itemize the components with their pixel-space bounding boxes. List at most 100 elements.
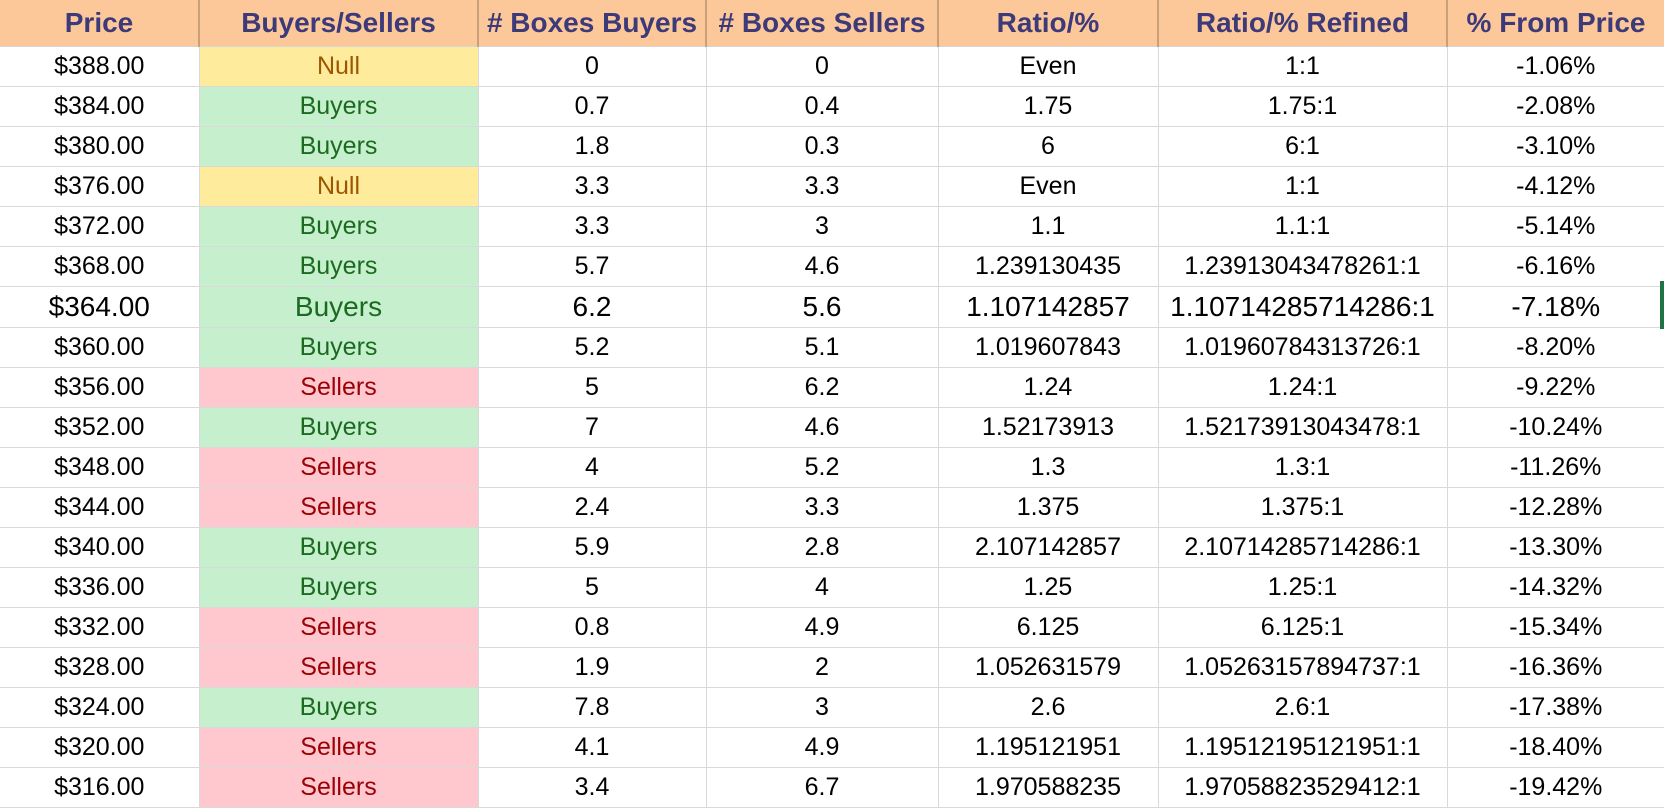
boxes-buyers-cell[interactable]: 5.9: [478, 527, 707, 568]
boxes-buyers-cell[interactable]: 4.1: [478, 727, 707, 768]
boxes-buyers-cell[interactable]: 3.3: [478, 166, 707, 207]
from-price-cell[interactable]: -1.06%: [1447, 46, 1664, 87]
ratio-refined-cell[interactable]: 6.125:1: [1158, 607, 1448, 648]
boxes-buyers-cell[interactable]: 5.2: [478, 327, 707, 368]
boxes-sellers-cell[interactable]: 0.3: [706, 126, 939, 167]
ratio-refined-cell[interactable]: 1.10714285714286:1: [1158, 286, 1448, 328]
boxes-buyers-cell[interactable]: 5: [478, 367, 707, 408]
from-price-cell[interactable]: -16.36%: [1447, 647, 1664, 688]
boxes-sellers-cell[interactable]: 2: [706, 647, 939, 688]
side-cell[interactable]: Buyers: [199, 567, 479, 608]
from-price-cell[interactable]: -17.38%: [1447, 687, 1664, 728]
ratio-refined-cell[interactable]: 2.6:1: [1158, 687, 1448, 728]
boxes-buyers-cell[interactable]: 0.7: [478, 86, 707, 127]
from-price-cell[interactable]: -9.22%: [1447, 367, 1664, 408]
side-cell[interactable]: Sellers: [199, 367, 479, 408]
ratio-refined-cell[interactable]: 1:1: [1158, 46, 1448, 87]
price-cell[interactable]: $336.00: [0, 567, 200, 608]
boxes-buyers-cell[interactable]: 5.7: [478, 246, 707, 287]
ratio-cell[interactable]: 1.970588235: [938, 767, 1159, 808]
boxes-sellers-cell[interactable]: 5.2: [706, 447, 939, 488]
from-price-cell[interactable]: -2.08%: [1447, 86, 1664, 127]
ratio-refined-cell[interactable]: 1.3:1: [1158, 447, 1448, 488]
side-cell[interactable]: Buyers: [199, 86, 479, 127]
side-cell[interactable]: Buyers: [199, 246, 479, 287]
side-cell[interactable]: Buyers: [199, 286, 479, 328]
price-cell[interactable]: $328.00: [0, 647, 200, 688]
price-cell[interactable]: $372.00: [0, 206, 200, 247]
ratio-refined-cell[interactable]: 1.19512195121951:1: [1158, 727, 1448, 768]
price-cell[interactable]: $352.00: [0, 407, 200, 448]
side-cell[interactable]: Null: [199, 46, 479, 87]
boxes-sellers-cell[interactable]: 3.3: [706, 487, 939, 528]
header-price[interactable]: Price: [0, 0, 200, 47]
ratio-cell[interactable]: 1.107142857: [938, 286, 1159, 328]
ratio-cell[interactable]: 1.52173913: [938, 407, 1159, 448]
boxes-sellers-cell[interactable]: 4.6: [706, 246, 939, 287]
ratio-cell[interactable]: 2.6: [938, 687, 1159, 728]
boxes-buyers-cell[interactable]: 7.8: [478, 687, 707, 728]
ratio-cell[interactable]: 1.375: [938, 487, 1159, 528]
boxes-buyers-cell[interactable]: 2.4: [478, 487, 707, 528]
boxes-buyers-cell[interactable]: 1.9: [478, 647, 707, 688]
ratio-refined-cell[interactable]: 1.24:1: [1158, 367, 1448, 408]
from-price-cell[interactable]: -10.24%: [1447, 407, 1664, 448]
from-price-cell[interactable]: -3.10%: [1447, 126, 1664, 167]
side-cell[interactable]: Sellers: [199, 607, 479, 648]
boxes-sellers-cell[interactable]: 4.6: [706, 407, 939, 448]
ratio-refined-cell[interactable]: 1:1: [1158, 166, 1448, 207]
from-price-cell[interactable]: -12.28%: [1447, 487, 1664, 528]
boxes-buyers-cell[interactable]: 5: [478, 567, 707, 608]
ratio-cell[interactable]: 1.25: [938, 567, 1159, 608]
boxes-sellers-cell[interactable]: 0: [706, 46, 939, 87]
side-cell[interactable]: Sellers: [199, 487, 479, 528]
side-cell[interactable]: Buyers: [199, 206, 479, 247]
header-ratio[interactable]: Ratio/%: [938, 0, 1159, 47]
price-cell[interactable]: $360.00: [0, 327, 200, 368]
boxes-buyers-cell[interactable]: 1.8: [478, 126, 707, 167]
ratio-refined-cell[interactable]: 1.375:1: [1158, 487, 1448, 528]
ratio-cell[interactable]: 6: [938, 126, 1159, 167]
from-price-cell[interactable]: -15.34%: [1447, 607, 1664, 648]
price-cell[interactable]: $380.00: [0, 126, 200, 167]
ratio-cell[interactable]: 2.107142857: [938, 527, 1159, 568]
from-price-cell[interactable]: -13.30%: [1447, 527, 1664, 568]
from-price-cell[interactable]: -19.42%: [1447, 767, 1664, 808]
boxes-sellers-cell[interactable]: 6.7: [706, 767, 939, 808]
ratio-cell[interactable]: 1.195121951: [938, 727, 1159, 768]
ratio-refined-cell[interactable]: 6:1: [1158, 126, 1448, 167]
header-boxes-sellers[interactable]: # Boxes Sellers: [706, 0, 939, 47]
header-buyers-sellers[interactable]: Buyers/Sellers: [199, 0, 479, 47]
from-price-cell[interactable]: -6.16%: [1447, 246, 1664, 287]
boxes-sellers-cell[interactable]: 2.8: [706, 527, 939, 568]
side-cell[interactable]: Sellers: [199, 767, 479, 808]
side-cell[interactable]: Buyers: [199, 527, 479, 568]
boxes-sellers-cell[interactable]: 4: [706, 567, 939, 608]
boxes-sellers-cell[interactable]: 0.4: [706, 86, 939, 127]
price-cell[interactable]: $348.00: [0, 447, 200, 488]
price-cell[interactable]: $332.00: [0, 607, 200, 648]
boxes-sellers-cell[interactable]: 5.1: [706, 327, 939, 368]
side-cell[interactable]: Sellers: [199, 447, 479, 488]
price-cell[interactable]: $364.00: [0, 286, 200, 328]
ratio-cell[interactable]: 1.75: [938, 86, 1159, 127]
ratio-refined-cell[interactable]: 1.52173913043478:1: [1158, 407, 1448, 448]
ratio-cell[interactable]: 1.052631579: [938, 647, 1159, 688]
boxes-buyers-cell[interactable]: 6.2: [478, 286, 707, 328]
price-cell[interactable]: $344.00: [0, 487, 200, 528]
ratio-refined-cell[interactable]: 1.97058823529412:1: [1158, 767, 1448, 808]
boxes-sellers-cell[interactable]: 3: [706, 687, 939, 728]
ratio-refined-cell[interactable]: 1.75:1: [1158, 86, 1448, 127]
boxes-sellers-cell[interactable]: 6.2: [706, 367, 939, 408]
ratio-cell[interactable]: 1.24: [938, 367, 1159, 408]
ratio-refined-cell[interactable]: 1.23913043478261:1: [1158, 246, 1448, 287]
header-from-price[interactable]: % From Price: [1447, 0, 1664, 47]
from-price-cell[interactable]: -5.14%: [1447, 206, 1664, 247]
boxes-buyers-cell[interactable]: 7: [478, 407, 707, 448]
price-cell[interactable]: $316.00: [0, 767, 200, 808]
ratio-cell[interactable]: Even: [938, 166, 1159, 207]
price-cell[interactable]: $320.00: [0, 727, 200, 768]
ratio-cell[interactable]: 1.1: [938, 206, 1159, 247]
boxes-sellers-cell[interactable]: 5.6: [706, 286, 939, 328]
side-cell[interactable]: Buyers: [199, 126, 479, 167]
